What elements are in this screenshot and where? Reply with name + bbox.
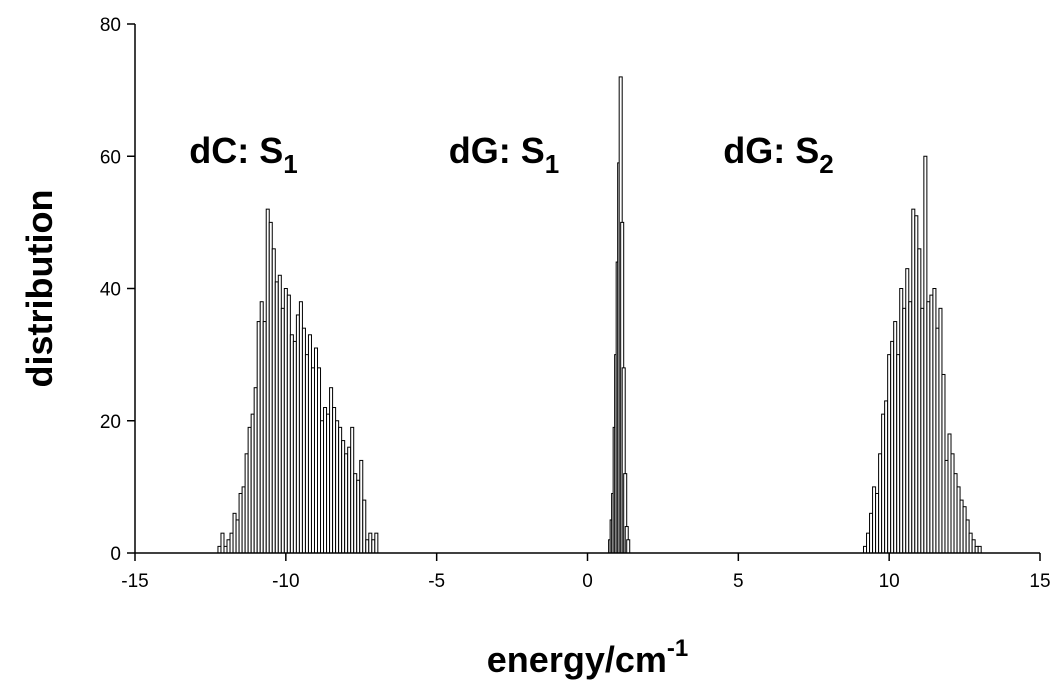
x-tick-label: -5 bbox=[428, 571, 445, 592]
x-axis-title-superscript: -1 bbox=[667, 635, 688, 662]
bars-layer bbox=[217, 76, 982, 554]
y-tick-label: 80 bbox=[100, 15, 121, 36]
x-axis-title: energy/cm-1 bbox=[487, 635, 688, 680]
axis-titles-layer: energy/cm-1 distribution bbox=[19, 190, 688, 680]
annotation-subscript: 1 bbox=[545, 149, 559, 179]
y-tick-label: 40 bbox=[100, 280, 121, 301]
annotation-label-1: dC: S1 bbox=[189, 130, 297, 179]
x-tick-label: 5 bbox=[733, 571, 744, 592]
y-tick-label: 20 bbox=[100, 412, 121, 433]
y-tick-label: 0 bbox=[110, 544, 121, 565]
annotation-text: dC: S bbox=[189, 130, 283, 171]
x-tick-label: 0 bbox=[582, 571, 593, 592]
y-tick-label: 60 bbox=[100, 147, 121, 168]
annotation-text: dG: S bbox=[723, 130, 819, 171]
bar bbox=[374, 532, 379, 554]
x-tick-label: 15 bbox=[1029, 571, 1050, 592]
y-axis-title: distribution bbox=[19, 190, 60, 388]
annotation-label-3: dG: S2 bbox=[723, 130, 833, 179]
annotation-subscript: 1 bbox=[283, 149, 297, 179]
series-1 bbox=[217, 208, 379, 554]
tick-labels-layer: -15 -10 -5 0 5 10 15 0 20 40 60 80 bbox=[100, 15, 1051, 592]
annotation-label-2: dG: S1 bbox=[449, 130, 559, 179]
axes-layer bbox=[127, 23, 1041, 561]
bar bbox=[626, 539, 631, 554]
annotation-text: dG: S bbox=[449, 130, 545, 171]
annotations-layer: dC: S1 dG: S1 dG: S2 bbox=[189, 130, 833, 179]
bar bbox=[977, 545, 982, 554]
x-axis-title-text: energy/cm bbox=[487, 639, 667, 680]
series-3 bbox=[863, 155, 982, 554]
series-2 bbox=[608, 76, 631, 554]
x-tick-label: 10 bbox=[879, 571, 900, 592]
annotation-subscript: 2 bbox=[819, 149, 833, 179]
x-tick-label: -10 bbox=[272, 571, 299, 592]
x-tick-label: -15 bbox=[121, 571, 148, 592]
